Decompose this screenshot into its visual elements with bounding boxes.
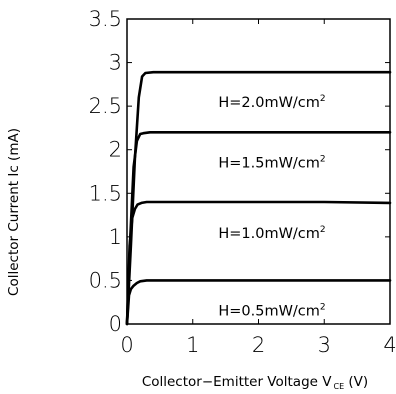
x-axis-label-main: Collector−Emitter Voltage V (142, 374, 332, 390)
y-tick-group: 0 0.5 1 1.5 2 2.5 3 3.5 (89, 7, 390, 336)
y-tick-label: 3 (109, 51, 122, 75)
curve-label-text: H=1.0mW/cm (218, 226, 320, 242)
x-tick-label: 0 (120, 333, 133, 357)
y-tick-label: 2 (109, 138, 122, 162)
curve-label-text: H=1.5mW/cm (218, 155, 320, 171)
y-tick-label: 2.5 (89, 94, 122, 118)
y-tick-label: 1 (109, 225, 122, 249)
y-tick-label: 0.5 (89, 268, 122, 292)
curve-label: H=2.0mW/cm2 (218, 94, 325, 111)
curve-label-superscript: 2 (320, 154, 326, 164)
x-tick-label: 4 (383, 333, 396, 357)
curve-label-superscript: 2 (320, 302, 326, 312)
curve-label-superscript: 2 (320, 225, 326, 235)
curve-label-text: H=0.5mW/cm (218, 303, 320, 319)
x-tick-label: 2 (252, 333, 265, 357)
curve-label: H=1.0mW/cm2 (218, 225, 325, 242)
x-tick-label: 1 (186, 333, 199, 357)
curve-label: H=1.5mW/cm2 (218, 154, 325, 171)
curve-label-group: H=0.5mW/cm2H=1.0mW/cm2H=1.5mW/cm2H=2.0mW… (218, 94, 325, 319)
x-tick-group: 0 1 2 3 4 (120, 19, 396, 357)
x-tick-label: 3 (318, 333, 331, 357)
curve-label-text: H=2.0mW/cm (218, 95, 320, 111)
curve-label-superscript: 2 (320, 94, 326, 104)
curve-label: H=0.5mW/cm2 (218, 302, 325, 319)
series-group (125, 70, 392, 326)
series-line (125, 279, 392, 326)
x-axis-label-subscript: CE (333, 382, 344, 391)
series-line (125, 70, 392, 326)
x-axis-label: Collector−Emitter Voltage V CE (V) (142, 374, 368, 391)
x-axis-label-unit: (V) (344, 374, 368, 390)
y-axis-label: Collector Current Ic (mA) (6, 128, 22, 296)
y-tick-label: 0 (109, 312, 122, 336)
y-tick-label: 3.5 (89, 7, 122, 31)
plot-frame (126, 18, 391, 325)
y-tick-label: 1.5 (89, 181, 122, 205)
